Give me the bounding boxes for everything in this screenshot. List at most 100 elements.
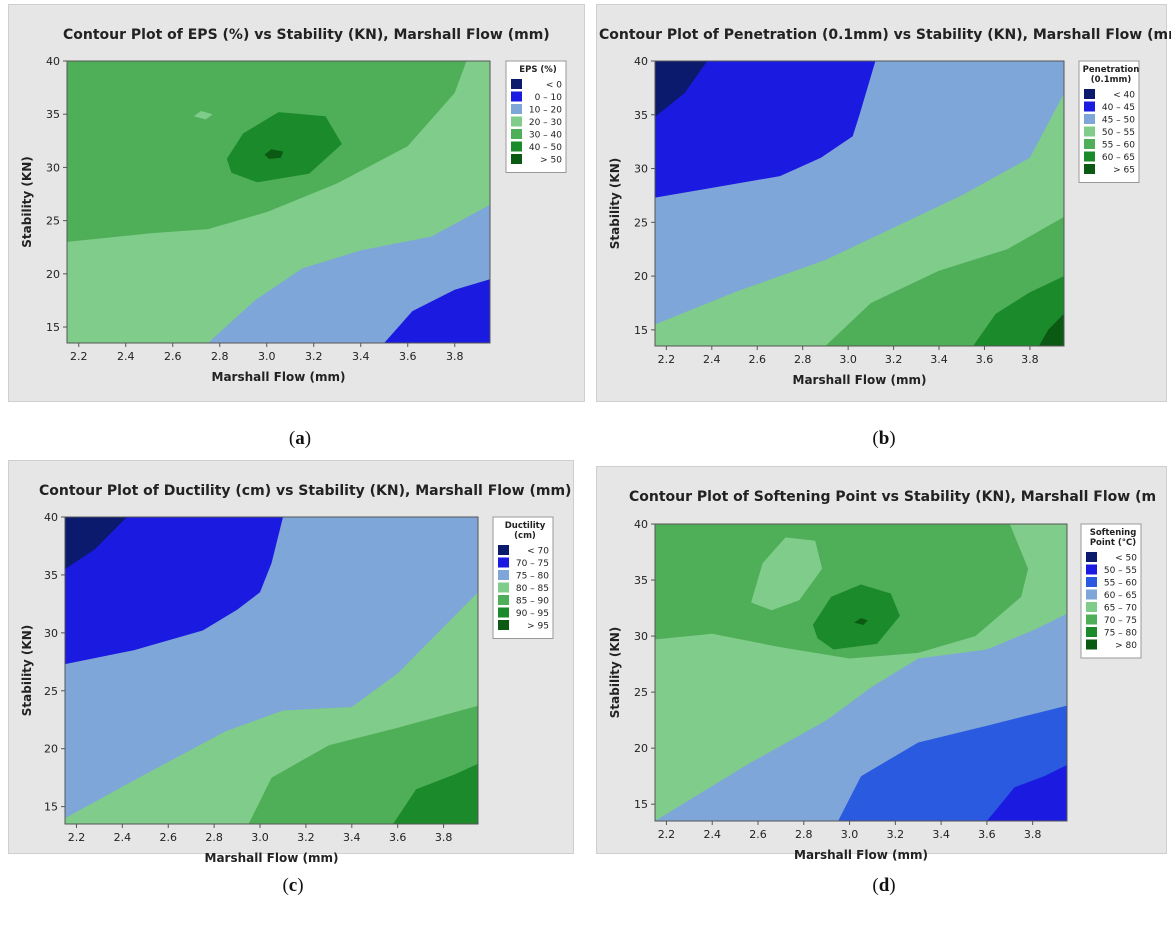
y-tick-label-b-1: 20: [634, 270, 648, 283]
caption-c: (c): [282, 875, 304, 896]
x-tick-label-d-3: 2.8: [795, 828, 813, 841]
legend-label-d-4: 65 – 70: [1104, 604, 1137, 614]
legend-swatch-b-6: [1084, 164, 1095, 174]
legend-swatch-d-4: [1086, 602, 1097, 612]
legend-label-b-1: 40 – 45: [1102, 103, 1135, 113]
contour-region-d-3: [655, 524, 1029, 659]
plot-frame-b: [654, 60, 1065, 347]
x-tick-label-a-4: 3.0: [258, 350, 276, 363]
caption-a: (a): [288, 428, 312, 449]
x-axis-label-d: Marshall Flow (mm): [794, 848, 928, 862]
legend-title-d-1: Point (°C): [1090, 538, 1136, 548]
legend-swatch-d-2: [1086, 577, 1097, 587]
x-tick-label-c-4: 3.0: [251, 831, 269, 844]
y-tick-label-c-4: 35: [44, 569, 58, 582]
legend-swatch-d-3: [1086, 589, 1097, 600]
y-axis-label-b: Stability (KN): [608, 158, 622, 249]
y-tick-label-a-4: 35: [46, 108, 60, 121]
legend-swatch-d-7: [1086, 639, 1097, 650]
legend-swatch-c-4: [498, 595, 509, 605]
y-tick-label-a-0: 15: [46, 321, 60, 334]
legend-label-b-3: 50 – 55: [1102, 128, 1135, 138]
contour-region-b-2: [973, 276, 1064, 346]
x-tick-label-a-2: 2.6: [164, 350, 182, 363]
contour-region-d-5: [812, 584, 900, 650]
y-tick-label-c-1: 20: [44, 743, 58, 756]
chart-panel-d: Contour Plot of Softening Point vs Stabi…: [596, 466, 1167, 862]
x-tick-label-b-7: 3.6: [976, 353, 994, 366]
y-tick-label-b-3: 30: [634, 163, 648, 176]
legend-title-d-0: Softening: [1090, 528, 1137, 538]
legend-swatch-d-0: [1086, 552, 1097, 562]
legend-title-a-0: EPS (%): [519, 65, 557, 75]
contour-region-d-6: [854, 618, 868, 625]
y-axis-label-c: Stability (KN): [20, 625, 34, 716]
chart-title-a: Contour Plot of EPS (%) vs Stability (KN…: [63, 27, 550, 43]
legend-label-c-5: 90 – 95: [516, 609, 549, 619]
contour-region-a-1: [384, 279, 490, 343]
legend-swatch-a-1: [511, 91, 522, 102]
y-tick-label-d-3: 30: [634, 630, 648, 643]
x-tick-label-d-0: 2.2: [658, 828, 676, 841]
y-tick-label-c-5: 40: [44, 511, 58, 524]
legend-label-a-2: 10 – 20: [529, 106, 562, 116]
y-tick-label-c-0: 15: [44, 801, 58, 814]
legend-title-c-0: Ductility: [505, 521, 546, 531]
x-tick-label-b-4: 3.0: [839, 353, 857, 366]
legend-swatch-c-6: [498, 620, 509, 630]
legend-label-c-1: 70 – 75: [516, 559, 549, 569]
chart-title-b: Contour Plot of Penetration (0.1mm) vs S…: [599, 27, 1171, 43]
y-tick-label-d-2: 25: [634, 686, 648, 699]
x-tick-label-c-3: 2.8: [205, 831, 223, 844]
plot-frame-d: [654, 523, 1068, 822]
legend-title-c-1: (cm): [514, 531, 536, 541]
legend-swatch-a-4: [511, 129, 522, 139]
y-tick-label-a-2: 25: [46, 215, 60, 228]
legend-label-b-0: < 40: [1113, 91, 1135, 101]
y-tick-label-d-0: 15: [634, 798, 648, 811]
legend-label-a-4: 30 – 40: [529, 131, 562, 141]
legend-label-a-1: 0 – 10: [535, 93, 563, 103]
x-tick-label-d-8: 3.8: [1024, 828, 1042, 841]
chart-title-c: Contour Plot of Ductility (cm) vs Stabil…: [39, 483, 571, 499]
x-tick-label-d-5: 3.2: [887, 828, 905, 841]
caption-b: (b): [872, 428, 896, 449]
y-tick-label-c-3: 30: [44, 627, 58, 640]
y-tick-label-a-5: 40: [46, 55, 60, 68]
legend-swatch-d-5: [1086, 614, 1097, 625]
x-tick-label-a-3: 2.8: [211, 350, 229, 363]
contour-region-a-3: [226, 112, 342, 183]
x-tick-label-d-7: 3.6: [978, 828, 996, 841]
y-tick-label-c-2: 25: [44, 685, 58, 698]
legend-label-a-0: < 0: [546, 81, 562, 91]
chart-panel-b: Contour Plot of Penetration (0.1mm) vs S…: [596, 4, 1171, 402]
legend-swatch-b-3: [1084, 126, 1095, 137]
legend-label-d-0: < 50: [1115, 554, 1137, 564]
y-tick-label-d-4: 35: [634, 574, 648, 587]
x-tick-label-c-8: 3.8: [435, 831, 453, 844]
legend-label-d-6: 75 – 80: [1104, 629, 1137, 639]
x-tick-label-b-6: 3.4: [930, 353, 948, 366]
contour-region-c-2: [393, 763, 478, 824]
x-tick-label-b-8: 3.8: [1021, 353, 1039, 366]
legend-label-c-6: > 95: [527, 622, 549, 632]
x-tick-label-b-1: 2.4: [703, 353, 721, 366]
legend-swatch-d-1: [1086, 564, 1097, 575]
contour-region-b-4: [655, 61, 876, 198]
x-tick-label-a-1: 2.4: [117, 350, 135, 363]
x-tick-label-a-8: 3.8: [446, 350, 464, 363]
y-tick-label-b-4: 35: [634, 109, 648, 122]
legend-swatch-c-5: [498, 607, 509, 618]
contour-region-a-4: [264, 149, 284, 159]
contour-region-d-1: [838, 705, 1067, 821]
x-tick-label-d-2: 2.6: [749, 828, 767, 841]
x-axis-label-a: Marshall Flow (mm): [212, 370, 346, 384]
legend-swatch-b-0: [1084, 89, 1095, 99]
legend-label-c-4: 85 – 90: [516, 597, 549, 607]
chart-svg-a: Contour Plot of EPS (%) vs Stability (KN…: [20, 27, 567, 384]
legend-label-d-2: 55 – 60: [1104, 579, 1137, 589]
legend-swatch-a-2: [511, 104, 522, 114]
y-tick-label-d-5: 40: [634, 518, 648, 531]
legend-swatch-a-3: [511, 116, 522, 127]
legend-label-a-5: 40 – 50: [529, 143, 562, 153]
